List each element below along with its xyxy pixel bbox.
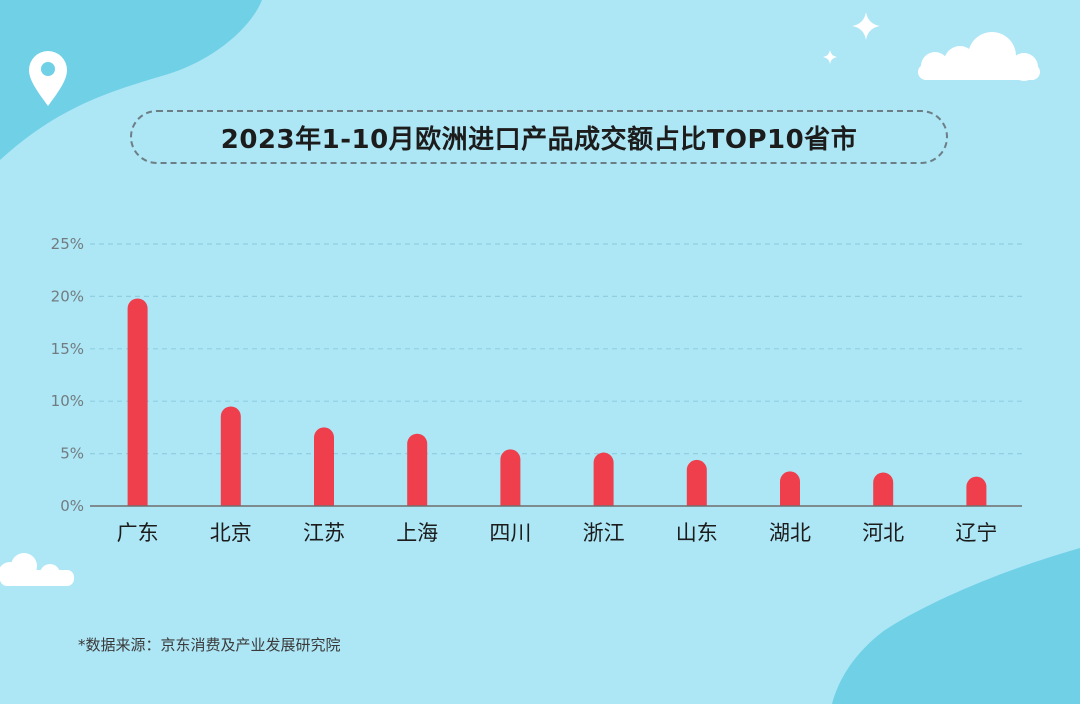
sparkle-icon [852, 12, 880, 40]
y-tick-label: 25% [51, 235, 84, 253]
x-tick-label: 江苏 [303, 521, 345, 545]
location-pin-icon [29, 51, 67, 106]
source-note: *数据来源：京东消费及产业发展研究院 [78, 636, 341, 654]
sparkle-icon [823, 50, 837, 64]
x-tick-label: 辽宁 [955, 521, 997, 545]
cloud-icon [918, 32, 1040, 81]
x-tick-label: 山东 [676, 521, 718, 545]
cloud-icon [0, 553, 74, 586]
bar [500, 449, 521, 506]
bar [407, 433, 428, 506]
y-tick-label: 20% [51, 287, 84, 305]
bottom-right-blob [832, 548, 1080, 704]
x-tick-label: 浙江 [583, 521, 625, 545]
y-tick-label: 5% [60, 445, 84, 463]
bar [686, 459, 707, 506]
x-tick-label: 北京 [210, 521, 252, 545]
top-left-blob [0, 0, 262, 160]
x-tick-label: 湖北 [769, 521, 811, 545]
x-tick-label: 上海 [396, 521, 438, 545]
bar [593, 452, 614, 506]
y-tick-label: 10% [51, 392, 84, 410]
chart-title: 2023年1-10月欧洲进口产品成交额占比TOP10省市 [220, 124, 858, 155]
x-tick-label: 四川 [489, 521, 531, 545]
bar [314, 427, 334, 506]
chart-title-frame: 2023年1-10月欧洲进口产品成交额占比TOP10省市 [130, 110, 948, 164]
bar [127, 298, 148, 506]
x-tick-label: 河北 [862, 521, 904, 545]
x-tick-label: 广东 [117, 521, 159, 545]
y-tick-label: 0% [60, 497, 84, 515]
bar [780, 471, 800, 506]
bar [873, 472, 894, 506]
bar [966, 476, 987, 506]
y-tick-label: 15% [51, 340, 84, 358]
bar [220, 406, 241, 506]
